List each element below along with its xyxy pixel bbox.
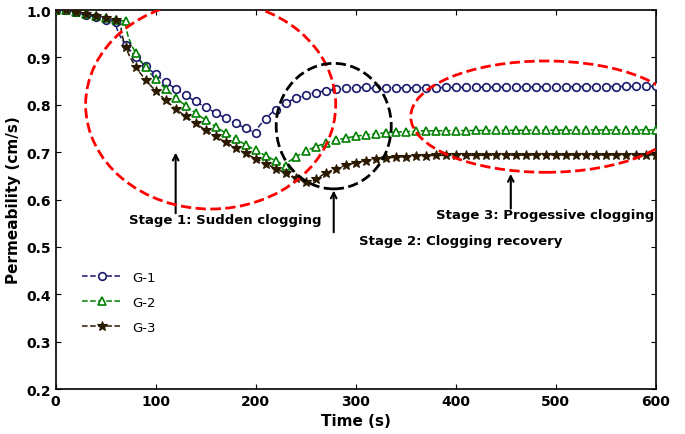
Text: Stage 1: Sudden clogging: Stage 1: Sudden clogging — [129, 213, 321, 226]
Y-axis label: Permeability (cm/s): Permeability (cm/s) — [5, 116, 21, 284]
Legend: G-1, G-2, G-3: G-1, G-2, G-3 — [77, 266, 162, 339]
Text: Stage 3: Progessive clogging: Stage 3: Progessive clogging — [436, 208, 654, 221]
X-axis label: Time (s): Time (s) — [321, 414, 390, 428]
Text: Stage 2: Clogging recovery: Stage 2: Clogging recovery — [359, 234, 562, 247]
